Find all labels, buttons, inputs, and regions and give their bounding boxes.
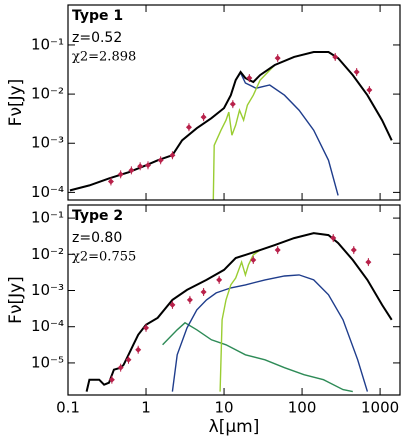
data-point (137, 163, 144, 170)
sed-curve (219, 232, 393, 392)
data-point (144, 162, 151, 169)
data-point (169, 152, 176, 159)
data-point (353, 69, 360, 76)
y-tick-label: 10⁻⁴ (31, 317, 64, 335)
data-point (332, 53, 339, 60)
axes-frame (67, 4, 401, 201)
annotation: χ2=0.755 (72, 250, 136, 265)
y-axis-label: Fν[Jy] (6, 276, 26, 324)
sed-curve (162, 321, 353, 393)
data-point (350, 247, 357, 254)
y-tick-label: 10⁻³ (31, 134, 64, 152)
y-tick-label: 10⁻³ (31, 281, 64, 299)
data-point (117, 171, 124, 178)
x-axis-label: λ[μm] (209, 417, 260, 437)
data-point (185, 124, 192, 131)
data-point (135, 346, 142, 353)
y-tick-label: 10⁻² (31, 245, 64, 263)
x-tick-label: 10 (214, 399, 233, 417)
y-axis-label: Fν[Jy] (6, 79, 26, 127)
data-point (200, 114, 207, 121)
plot-area (69, 51, 393, 200)
data-point (216, 276, 223, 283)
x-tick-label: 1 (141, 399, 151, 417)
data-point (117, 364, 124, 371)
data-point (107, 178, 114, 185)
data-point (274, 55, 281, 62)
data-point (330, 235, 337, 242)
x-tick-label: 100 (288, 399, 317, 417)
panel-title: Type 1 (72, 8, 123, 24)
data-point (365, 259, 372, 266)
annotation: z=0.52 (72, 30, 122, 46)
annotation: χ2=2.898 (72, 50, 136, 65)
data-point (143, 324, 150, 331)
x-tick-label: 1000 (361, 399, 399, 417)
plot-area (85, 232, 393, 393)
y-tick-label: 10⁻¹ (31, 209, 64, 227)
data-point (274, 247, 281, 254)
axes-frame (67, 204, 401, 396)
data-point (108, 376, 115, 383)
data-point (229, 101, 236, 108)
data-point (128, 167, 135, 174)
x-tick-label: 0.1 (56, 399, 80, 417)
y-tick-label: 10⁻¹ (31, 35, 64, 53)
panel-title: Type 2 (72, 208, 123, 224)
data-point (366, 87, 373, 94)
data-point (200, 288, 207, 295)
data-point (250, 256, 257, 263)
data-point (157, 157, 164, 164)
y-tick-label: 10⁻⁵ (31, 353, 64, 371)
data-point (125, 356, 132, 363)
data-point (186, 296, 193, 303)
sed-curve (171, 274, 369, 392)
y-tick-label: 10⁻⁴ (31, 183, 64, 201)
annotation: z=0.80 (72, 230, 122, 246)
y-tick-label: 10⁻² (31, 85, 64, 103)
sed-curve (69, 51, 393, 192)
data-point (169, 301, 176, 308)
data-point (246, 75, 253, 82)
